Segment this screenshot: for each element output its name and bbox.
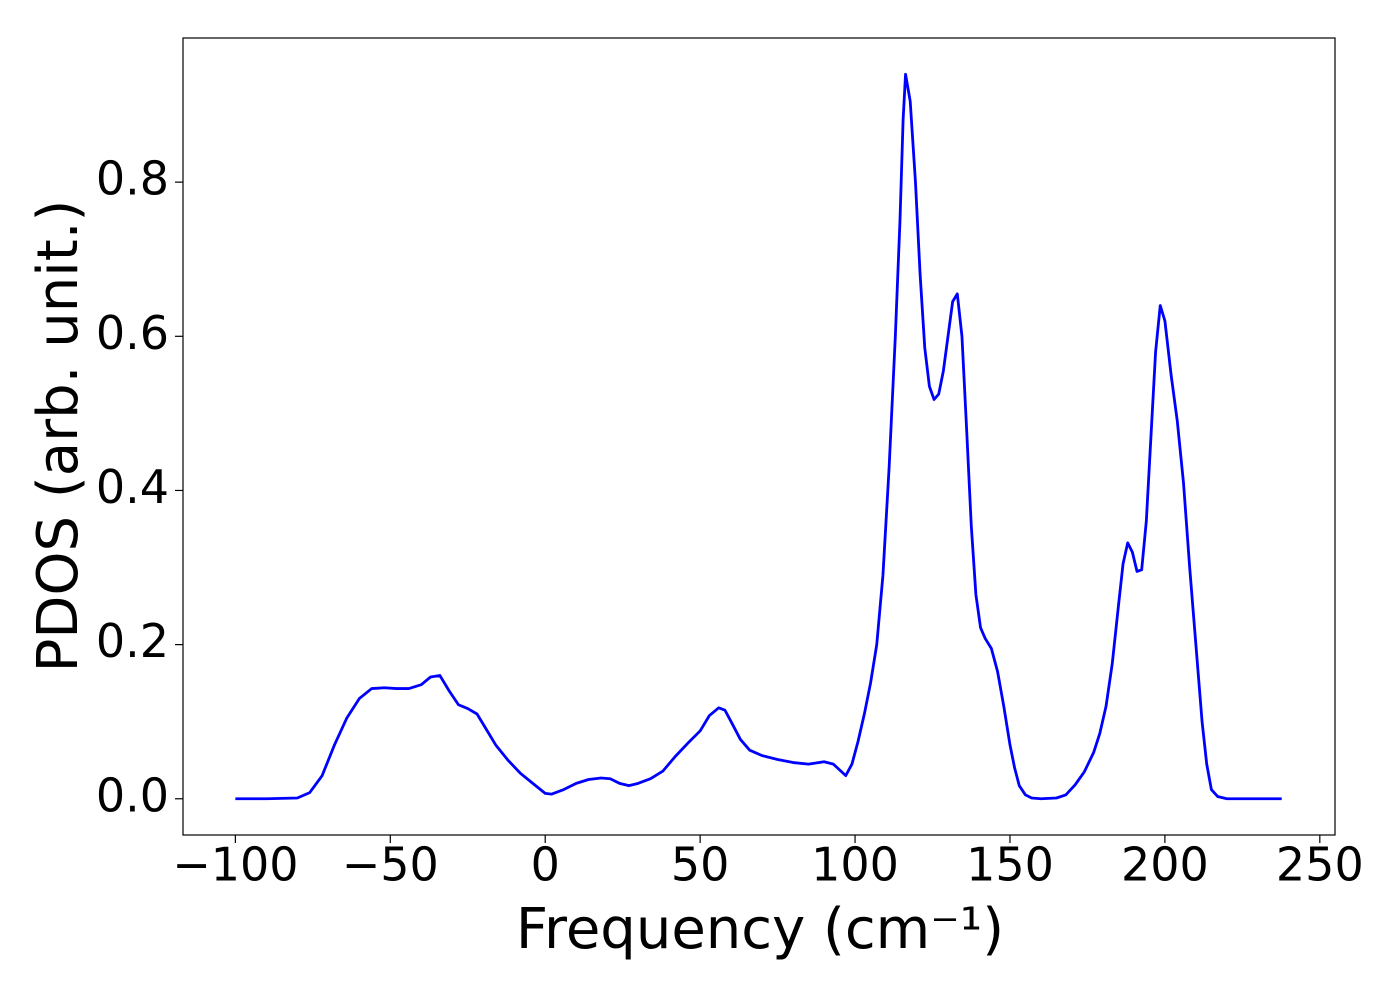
- y-tick-label: 0.6: [96, 306, 169, 360]
- y-tick-label: 0.4: [96, 460, 169, 514]
- y-axis-label: PDOS (arb. unit.): [26, 200, 91, 673]
- plot-frame: [182, 37, 1336, 836]
- data-line: [235, 72, 1282, 801]
- x-tick-label: 150: [966, 838, 1054, 892]
- x-axis-label: Frequency (cm⁻¹): [516, 897, 1004, 962]
- x-tick-label: 50: [671, 838, 730, 892]
- y-tick-label: 0.2: [96, 614, 169, 668]
- x-tick-label: 100: [811, 838, 899, 892]
- x-tick-label: 250: [1276, 838, 1364, 892]
- y-tick-label: 0.8: [96, 152, 169, 206]
- x-tick-label: −100: [172, 838, 298, 892]
- x-tick-label: 200: [1121, 838, 1209, 892]
- x-tick-label: 0: [531, 838, 560, 892]
- y-tick-label: 0.0: [96, 768, 169, 822]
- x-tick-label: −50: [342, 838, 439, 892]
